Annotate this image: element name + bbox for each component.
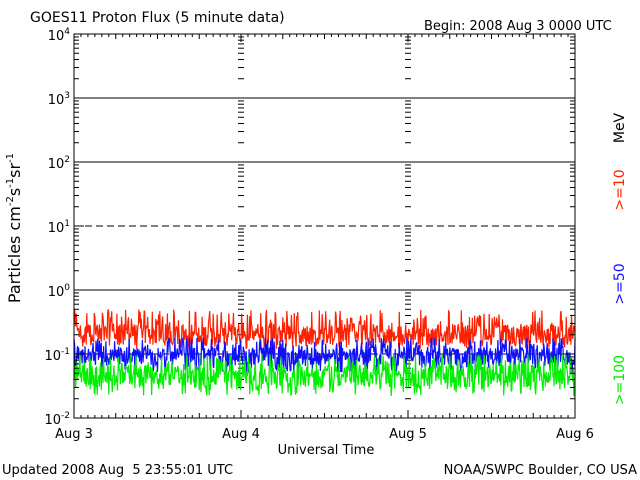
energy-unit-label: MeV — [612, 112, 628, 143]
series-line-2 — [73, 353, 576, 398]
legend-series-label: >=100 — [612, 355, 628, 405]
begin-time-label: Begin: 2008 Aug 3 0000 UTC — [424, 19, 612, 34]
series-line-0 — [73, 309, 576, 350]
x-tick-label: Aug 3 — [55, 427, 93, 442]
x-tick-label: Aug 4 — [222, 427, 260, 442]
legend-series-label: >=50 — [612, 263, 628, 304]
y-tick-label: 101 — [48, 219, 70, 236]
y-axis-label: Particles cm-2s-1sr-1 — [5, 153, 24, 303]
energy-legend: MeV >=10 >=50 >=100 — [612, 112, 628, 405]
updated-timestamp: Updated 2008 Aug 5 23:55:01 UTC — [2, 463, 233, 478]
credit-label: NOAA/SWPC Boulder, CO USA — [444, 463, 637, 478]
legend-series-label: >=10 — [612, 169, 628, 210]
y-axis-ticks: 104 103 102 101 100 10-1 10-2 — [44, 27, 575, 428]
x-tick-label: Aug 5 — [389, 427, 427, 442]
y-tick-label: 10-1 — [44, 347, 70, 364]
x-axis-label: Universal Time — [278, 443, 375, 458]
y-tick-label: 102 — [48, 155, 70, 172]
x-tick-label: Aug 6 — [556, 427, 594, 442]
y-tick-label: 104 — [48, 27, 71, 44]
x-axis-ticks: Aug 3 Aug 4 Aug 5 Aug 6 — [55, 34, 594, 442]
series-layer — [73, 309, 576, 398]
series-line-1 — [73, 337, 576, 374]
chart-title: GOES11 Proton Flux (5 minute data) — [30, 10, 285, 26]
y-tick-label: 100 — [48, 283, 71, 300]
y-tick-label: 10-2 — [44, 411, 70, 428]
y-tick-label: 103 — [48, 91, 70, 108]
